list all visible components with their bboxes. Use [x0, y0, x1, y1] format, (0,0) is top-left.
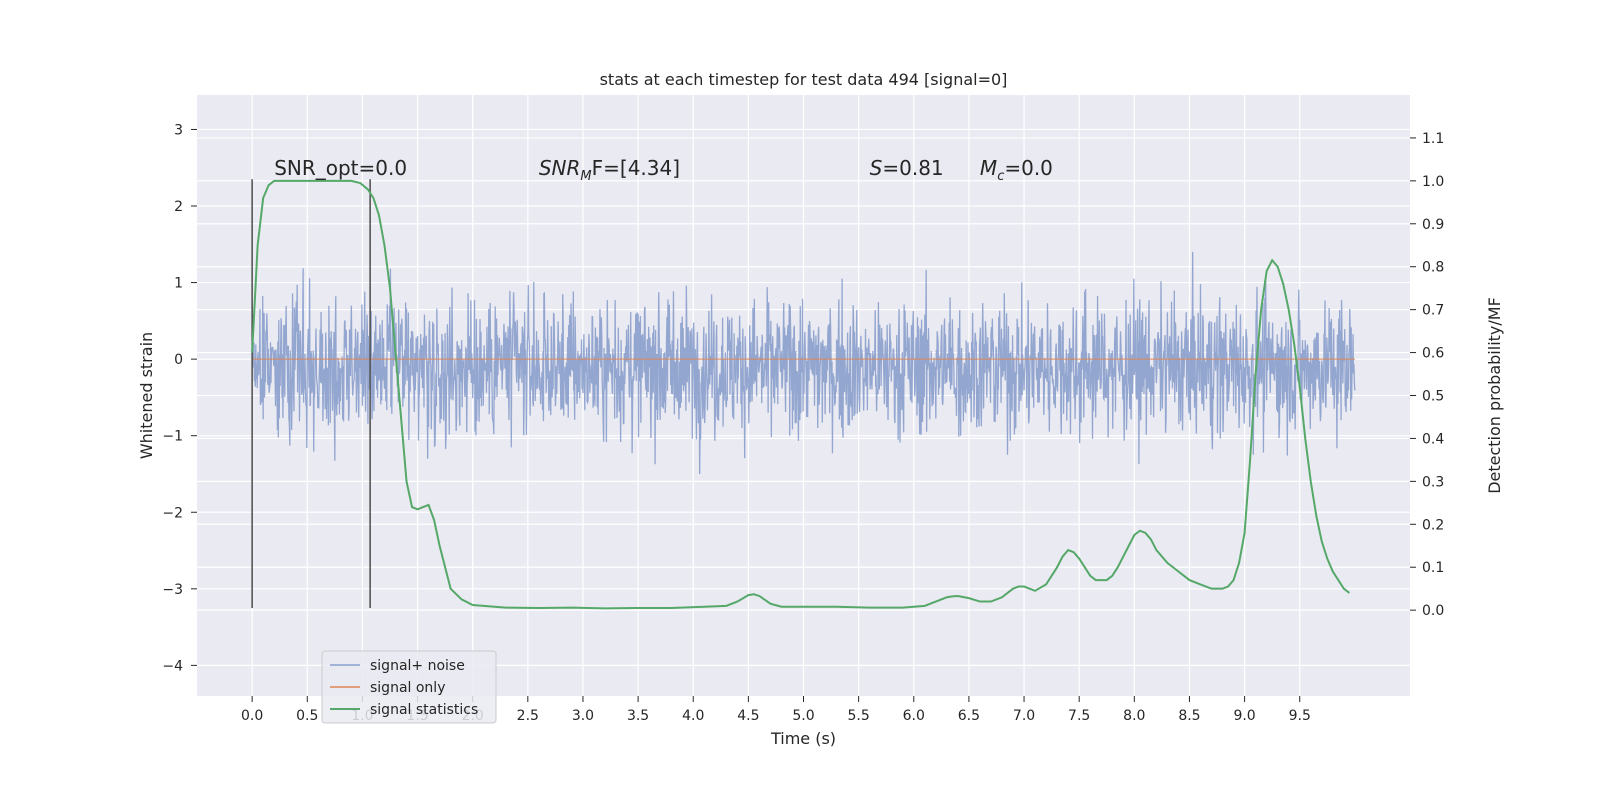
x-tick-label-16: 8.0: [1123, 708, 1145, 724]
x-axis-label: Time (s): [770, 729, 836, 748]
x-tick-label-11: 5.5: [848, 708, 870, 724]
y2-tick-label-10: 0.1: [1422, 560, 1444, 576]
x-tick-label-1: 0.5: [296, 708, 318, 724]
y-tick-label-7: −4: [162, 658, 183, 674]
x-tick-label-14: 7.0: [1013, 708, 1035, 724]
annotation-s: S=0.81: [870, 156, 944, 180]
legend-entry-noise: signal+ noise: [370, 658, 465, 674]
y-tick-label-1: 2: [174, 199, 183, 215]
x-tick-label-7: 3.5: [627, 708, 649, 724]
y2-tick-label-4: 0.7: [1422, 303, 1444, 319]
annotation-layer: SNR_opt=0.0 SNRMF=[4.34] S=0.81 Mc=0.0: [274, 156, 1053, 184]
y-tick-label-6: −3: [162, 582, 183, 598]
y-tick-label-2: 1: [174, 276, 183, 292]
noise-line: [251, 251, 1356, 475]
legend-entry-signal-only: signal only: [370, 680, 445, 696]
annotation-mc: Mc=0.0: [980, 156, 1053, 184]
legend-entry-statistics: signal statistics: [370, 702, 478, 718]
y2-tick-label-3: 0.8: [1422, 260, 1444, 276]
x-tick-label-5: 2.5: [517, 708, 539, 724]
y2-tick-label-1: 1.0: [1422, 174, 1444, 190]
y2-tick-label-11: 0.0: [1422, 603, 1444, 619]
y2-tick-label-9: 0.2: [1422, 517, 1444, 533]
x-tick-label-8: 4.0: [682, 708, 704, 724]
statistics-series: [251, 179, 1350, 610]
x-tick-label-0: 0.0: [241, 708, 263, 724]
legend: signal+ noise signal only signal statist…: [321, 650, 497, 724]
y-tick-label-5: −2: [162, 505, 183, 521]
y2-tick-label-5: 0.6: [1422, 346, 1444, 362]
y-tick-label-3: 0: [174, 352, 183, 368]
vline-layer: [251, 179, 371, 608]
x-tick-label-18: 9.0: [1233, 708, 1255, 724]
y2-tick-label-6: 0.5: [1422, 389, 1444, 405]
annotation-snr-opt: SNR_opt=0.0: [274, 156, 407, 180]
chart-title: stats at each timestep for test data 494…: [600, 70, 1008, 89]
y2-tick-label-0: 1.1: [1422, 131, 1444, 147]
y-axis-ticks: 3 2 1 0 −1 −2 −3 −4: [162, 122, 197, 674]
y-tick-label-4: −1: [162, 429, 183, 445]
y-tick-label-0: 3: [174, 122, 183, 138]
y2-axis-label: Detection probability/MF: [1485, 297, 1504, 494]
x-tick-label-6: 3.0: [572, 708, 594, 724]
noise-series: [251, 251, 1356, 475]
x-tick-label-15: 7.5: [1068, 708, 1090, 724]
y2-axis-ticks: 1.1 1.0 0.9 0.8 0.7 0.6 0.5 0.4 0.3 0.2 0.1 0.0: [1410, 131, 1444, 619]
y2-tick-label-7: 0.4: [1422, 431, 1444, 447]
x-tick-label-12: 6.0: [903, 708, 925, 724]
x-tick-label-10: 5.0: [792, 708, 814, 724]
x-tick-label-9: 4.5: [737, 708, 759, 724]
y2-tick-label-2: 0.9: [1422, 217, 1444, 233]
y-axis-label: Whitened strain: [137, 332, 156, 459]
x-tick-label-13: 6.5: [958, 708, 980, 724]
statistics-line: [251, 179, 1350, 610]
y2-tick-label-8: 0.3: [1422, 474, 1444, 490]
legend-box: [321, 650, 497, 724]
annotation-snr-mf: SNRMF=[4.34]: [539, 156, 680, 184]
x-tick-label-19: 9.5: [1289, 708, 1311, 724]
x-tick-label-17: 8.5: [1178, 708, 1200, 724]
